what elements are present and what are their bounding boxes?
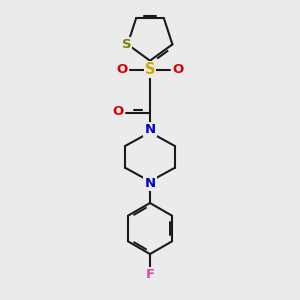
Text: F: F (146, 268, 154, 281)
Text: O: O (116, 63, 127, 76)
Text: S: S (122, 38, 131, 51)
Text: O: O (173, 63, 184, 76)
Text: N: N (144, 177, 156, 190)
Text: N: N (144, 123, 156, 136)
Text: O: O (112, 105, 123, 118)
Text: S: S (145, 62, 155, 77)
